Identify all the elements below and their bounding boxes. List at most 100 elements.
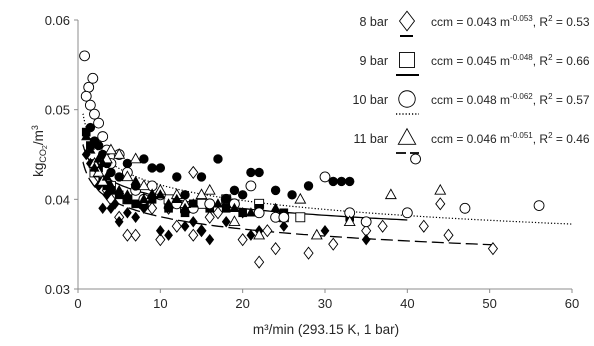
data-point-11-bar-filled (270, 202, 281, 212)
data-point-10-bar-filled (287, 190, 297, 200)
data-point-10-bar-filled (93, 140, 104, 151)
x-tick-label: 0 (74, 296, 81, 311)
x-tick-label: 40 (400, 296, 414, 311)
data-point-8-bar-filled (197, 225, 206, 237)
legend-equation: ccm = 0.043 m-0.053, R2 = 0.53 (431, 14, 590, 29)
legend-item-9-bar: 9 bar ccm = 0.045 m-0.048, R2 = 0.66 (360, 52, 590, 76)
legend-series-label: 8 bar (360, 15, 389, 29)
data-point-10-bar-hollow (459, 202, 471, 214)
data-point-8-bar-hollow (377, 219, 388, 233)
data-point-10-bar-hollow (533, 200, 545, 212)
data-point-10-bar-hollow (87, 72, 99, 84)
data-point-11-bar-filled (81, 130, 92, 141)
x-tick-label: 20 (235, 296, 249, 311)
data-point-10-bar-filled (303, 181, 314, 191)
data-point-11-bar-filled (138, 193, 150, 203)
data-point-11-bar-hollow (129, 152, 142, 164)
data-point-8-bar-hollow (212, 206, 224, 220)
legend-marker-9-bar (399, 52, 415, 68)
legend-item-10-bar: 10 bar ccm = 0.048 m-0.062, R2 = 0.57 (353, 90, 590, 115)
legend-marker-11-bar (397, 127, 417, 145)
x-tick-label: 50 (482, 296, 496, 311)
data-point-10-bar-hollow (89, 108, 100, 120)
data-point-10-bar-hollow (93, 117, 104, 129)
data-point-11-bar-filled (97, 157, 108, 168)
data-point-11-bar-filled (179, 202, 191, 212)
y-tick-label: 0.03 (45, 282, 70, 297)
data-point-10-bar-filled (213, 154, 223, 164)
data-point-11-bar-hollow (203, 183, 216, 195)
legend: 8 bar ccm = 0.043 m-0.053, R2 = 0.53 9 bar… (353, 10, 590, 154)
plot-area (79, 50, 573, 269)
data-point-10-bar-hollow (97, 131, 109, 142)
y-tick-label: 0.06 (45, 13, 70, 28)
data-point-8-bar-hollow (435, 197, 446, 211)
data-point-11-bar-filled (229, 202, 240, 212)
data-point-10-bar-filled (221, 194, 231, 205)
data-point-10-bar-filled (122, 158, 133, 169)
data-point-10-bar-filled (147, 163, 157, 173)
data-point-8-bar-hollow (303, 246, 314, 260)
data-point-11-bar-hollow (104, 143, 117, 155)
data-point-8-bar-hollow (147, 201, 158, 215)
data-point-11-bar-filled (155, 189, 166, 199)
data-point-11-bar-filled (101, 171, 112, 181)
data-point-11-bar-filled (85, 144, 96, 154)
data-point-11-bar-filled (212, 198, 224, 208)
data-point-11-bar-hollow (100, 152, 113, 164)
data-point-8-bar-hollow (254, 255, 265, 269)
data-point-10-bar-hollow (83, 81, 95, 93)
data-point-8-bar-hollow (328, 237, 339, 251)
data-point-11-bar-hollow (294, 192, 307, 204)
data-point-10-bar-hollow (360, 216, 372, 228)
data-point-8-bar-hollow (418, 219, 429, 233)
data-point-8-bar-filled (180, 220, 190, 232)
data-point-10-bar-hollow (278, 211, 290, 223)
data-point-10-bar-hollow (401, 207, 413, 219)
y-tick-label: 0.05 (45, 103, 70, 118)
data-point-8-bar-hollow (237, 233, 248, 247)
data-point-11-bar-hollow (343, 215, 356, 226)
data-point-10-bar-hollow (204, 198, 216, 210)
data-point-10-bar-hollow (410, 153, 421, 165)
legend-marker-10-bar (398, 90, 416, 108)
x-tick-label: 10 (153, 296, 167, 311)
data-point-8-bar-hollow (487, 242, 499, 256)
data-point-8-bar-filled (320, 225, 330, 237)
data-point-10-bar-filled (229, 185, 240, 196)
data-point-9-bar-filled (238, 208, 247, 218)
data-point-10-bar-hollow (84, 99, 96, 111)
data-point-10-bar-hollow (245, 180, 257, 192)
data-point-8-bar-filled (164, 229, 173, 241)
data-point-11-bar-filled (146, 189, 158, 199)
data-point-8-bar-hollow (188, 165, 199, 180)
data-point-8-bar-filled (131, 211, 141, 223)
data-point-10-bar-hollow (319, 171, 331, 183)
data-point-10-bar-filled (196, 172, 207, 182)
data-point-8-bar-hollow (188, 228, 199, 242)
axes: 0 10 20 30 40 50 60 0.03 0.04 0.05 0.06 (45, 13, 580, 311)
data-point-10-bar-filled (114, 172, 124, 182)
data-point-11-bar-hollow (310, 228, 323, 240)
data-point-8-bar-hollow (171, 219, 182, 233)
data-point-11-bar-filled (171, 193, 182, 203)
svg-text:kgCO2/m3: kgCO2/m3 (30, 125, 49, 177)
data-point-11-bar-filled (114, 184, 125, 195)
data-point-11-bar-hollow (228, 215, 241, 226)
data-point-10-bar-filled (85, 122, 96, 133)
data-point-8-bar-hollow (204, 210, 215, 224)
x-tick-label: 60 (565, 296, 579, 311)
data-point-11-bar-hollow (434, 183, 447, 195)
data-point-8-bar-hollow (443, 228, 454, 242)
data-point-8-bar-hollow (155, 233, 166, 247)
data-point-8-bar-hollow (270, 242, 281, 256)
legend-item-8-bar: 8 bar ccm = 0.043 m-0.053, R2 = 0.53 (360, 10, 590, 37)
data-point-8-bar-filled (114, 216, 124, 228)
x-tick-label: 30 (318, 296, 332, 311)
data-point-11-bar-filled (245, 207, 257, 217)
data-point-9-bar-hollow (295, 212, 306, 223)
data-point-8-bar-hollow (262, 224, 273, 238)
data-point-8-bar-filled (155, 225, 165, 237)
